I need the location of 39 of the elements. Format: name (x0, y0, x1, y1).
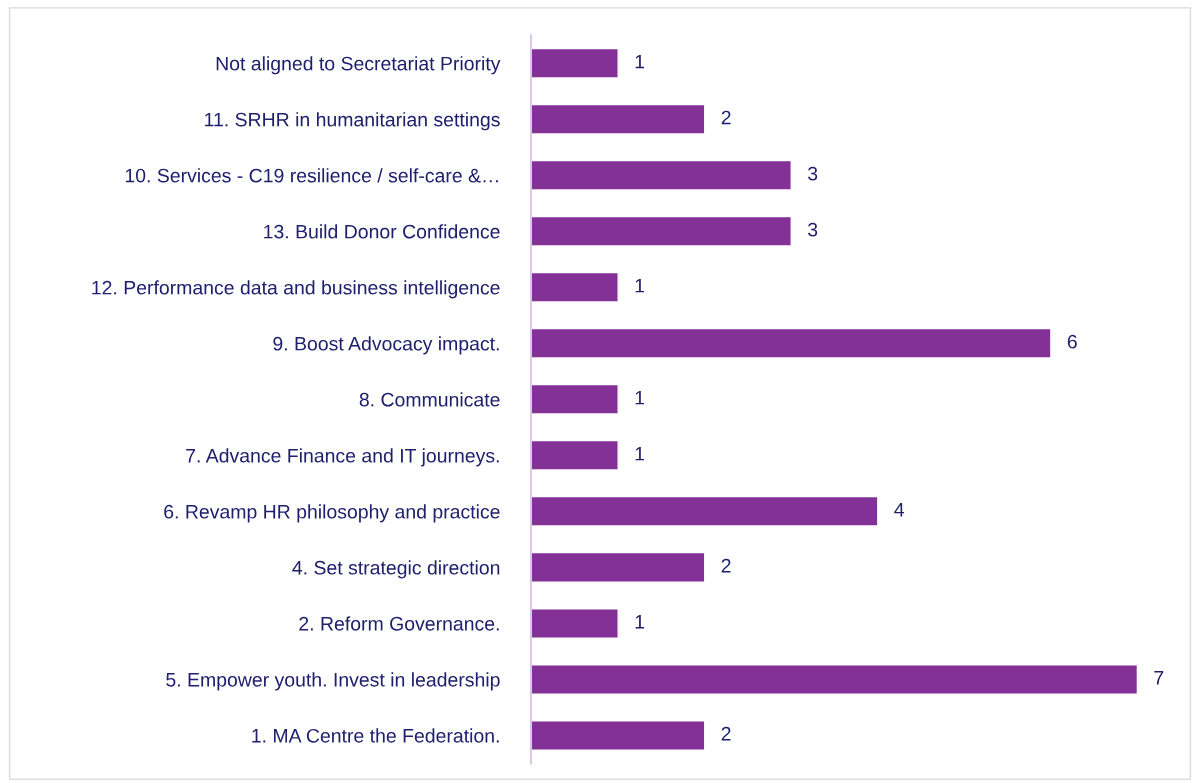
bar (531, 105, 705, 134)
y-tick-label: 12. Performance data and business intelligence (92, 280, 500, 299)
bar (531, 665, 1137, 694)
data-label: 2 (721, 558, 731, 573)
y-tick-label: 11. SRHR in humanitarian settings (205, 112, 500, 131)
y-tick-label: 5. Empower youth. Invest in leadership (166, 672, 500, 691)
bar (531, 497, 878, 526)
y-tick-label: 9. Boost Advocacy impact. (273, 336, 499, 355)
bar (531, 441, 618, 470)
bar (531, 385, 618, 414)
bar (531, 553, 705, 582)
bar (531, 329, 1051, 358)
data-label: 1 (635, 54, 645, 69)
data-label: 1 (635, 615, 645, 629)
y-tick-label: 1. MA Centre the Federation. (252, 728, 499, 743)
data-label: 4 (894, 503, 905, 517)
data-label: 1 (635, 278, 645, 293)
y-tick-label: 4. Set strategic direction (292, 560, 500, 579)
data-label: 1 (635, 390, 645, 405)
data-label: 7 (1154, 671, 1164, 685)
data-label: 3 (808, 222, 818, 237)
bar (531, 721, 705, 750)
data-label: 6 (1067, 334, 1077, 349)
data-label: 3 (808, 166, 818, 181)
bar (531, 161, 791, 190)
data-label: 2 (721, 110, 731, 125)
data-label: 2 (721, 726, 731, 741)
bar (531, 273, 618, 302)
y-tick-label: 2. Reform Governance. (299, 616, 499, 631)
data-label: 1 (635, 447, 645, 461)
bar (531, 217, 791, 246)
y-tick-label: 8. Communicate (359, 392, 500, 407)
y-tick-label: 10. Services - C19 resilience / self-care &… (125, 168, 498, 183)
bar (531, 609, 618, 638)
y-tick-label: 6. Revamp HR philosophy and practice (164, 504, 500, 523)
y-tick-label: Not aligned to Secretariat Priority (216, 56, 501, 75)
y-tick-label: 13. Build Donor Confidence (264, 224, 500, 239)
bar (531, 49, 618, 78)
y-tick-label: 7. Advance Finance and IT journeys. (186, 448, 499, 467)
